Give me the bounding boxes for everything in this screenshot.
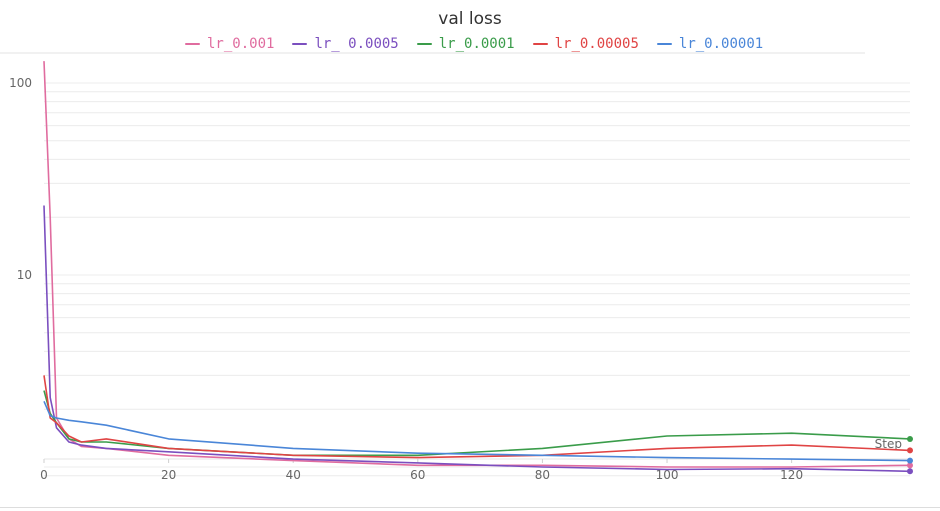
legend-item-3[interactable]: lr_0.0001 — [416, 35, 515, 53]
series-line-4[interactable] — [43, 375, 911, 459]
y-tick-label: 10 — [17, 268, 32, 282]
legend-swatch — [185, 42, 200, 46]
legend-label: lr_0.0001 — [438, 36, 515, 52]
series-endpoint-1 — [907, 462, 913, 469]
legend-item-5[interactable]: lr_0.00001 — [656, 35, 764, 53]
x-tick-label: 80 — [535, 468, 550, 482]
series-line-1[interactable] — [43, 61, 911, 468]
legend-item-2[interactable]: lr_ 0.0005 — [292, 35, 399, 53]
legend-label: lr_ 0.0005 — [314, 36, 399, 52]
x-tick-label: 20 — [161, 468, 176, 482]
legend-label: lr_0.00005 — [554, 36, 639, 52]
chart-title: val loss — [438, 9, 502, 29]
series-endpoint-2 — [907, 468, 913, 475]
legend-swatch — [532, 42, 548, 46]
series-line-2[interactable] — [43, 205, 911, 473]
x-tick-label: 0 — [40, 468, 48, 482]
x-axis-label: Step — [875, 437, 902, 451]
x-tick-label: 100 — [656, 468, 679, 482]
x-tick-label: 40 — [286, 468, 301, 482]
series-endpoint-5 — [907, 457, 913, 464]
legend-item-1[interactable]: lr_0.001 — [185, 35, 274, 53]
x-tick-label: 120 — [780, 468, 803, 482]
legend-swatch — [656, 42, 672, 46]
bottom-divider — [0, 507, 940, 508]
legend-swatch — [292, 42, 308, 46]
legend-swatch — [416, 42, 432, 46]
series-endpoint-3 — [907, 435, 913, 442]
x-tick-label: 60 — [410, 468, 425, 482]
legend: lr_0.001 lr_ 0.0005 lr_0.0001 lr_0.00005 lr_… — [185, 35, 781, 53]
y-tick-label: 100 — [9, 76, 32, 90]
legend-item-4[interactable]: lr_0.00005 — [532, 35, 639, 53]
legend-label: lr_0.00001 — [678, 36, 764, 52]
legend-label: lr_0.001 — [207, 36, 275, 52]
series-line-5[interactable] — [43, 400, 911, 462]
series-endpoint-4 — [907, 447, 913, 454]
